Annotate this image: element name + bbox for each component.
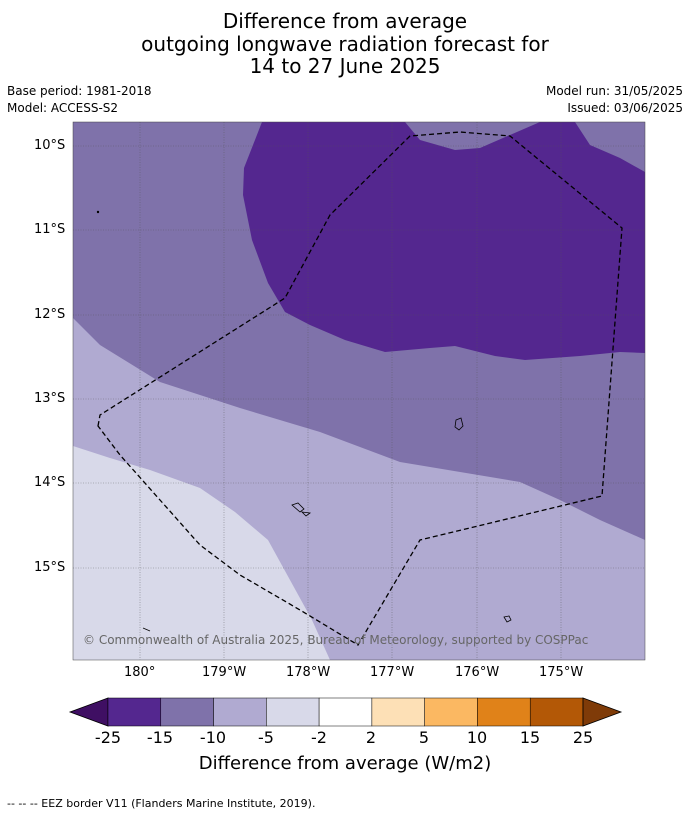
colorbar-extend-low [68,697,109,727]
colorbar-tick-label: 5 [418,728,430,747]
title-line-2: outgoing longwave radiation forecast for [141,32,549,56]
colorbar-segment [160,697,214,727]
lat-label-15s: 15°S [34,560,66,575]
colorbar-tick-label: 10 [466,728,488,747]
colorbar-segment [424,697,478,727]
region-minus15-to-minus10-right-top [575,122,645,172]
title-line-3: 14 to 27 June 2025 [249,54,441,78]
lat-label-13s: 13°S [34,391,66,406]
colorbar-segment [213,697,267,727]
lon-label-178w: 178°W [286,665,331,680]
lat-label-12s: 12°S [34,307,66,322]
region-minus15-to-minus10-bump [405,122,540,150]
lon-label-175w: 175°W [539,665,584,680]
map-frame [72,121,646,661]
colorbar-segment [266,697,320,727]
base-period: Base period: 1981-2018 [7,84,152,98]
eez-footnote: -- -- -- EEZ border V11 (Flanders Marine… [7,797,316,810]
lon-label-176w: 176°W [455,665,500,680]
colorbar-tick-label: -10 [199,728,227,747]
colorbar-tick-label: -5 [258,728,274,747]
lon-label-180: 180° [124,665,156,680]
title-line-1: Difference from average [222,9,468,33]
colorbar-segment [529,697,584,727]
colorbar-extend-high [582,697,623,727]
eez-border [97,131,623,646]
colorbar-tick-label: 2 [365,728,377,747]
model-run: Model run: 31/05/2025 [545,84,683,98]
colorbar-segment [318,697,373,727]
region-below-minus15 [243,122,645,360]
issued-date: Issued: 03/06/2025 [567,101,683,115]
colorbar [68,697,623,727]
lat-label-10s: 10°S [34,138,66,153]
lat-label-14s: 14°S [34,475,66,490]
colorbar-tick-label: -15 [146,728,174,747]
colorbar-segment [371,697,425,727]
island-outlines [96,210,512,632]
map-gridlines [73,122,645,660]
lon-label-179w: 179°W [202,665,247,680]
map-area [73,122,645,660]
lon-label-177w: 177°W [370,665,415,680]
colorbar-tick-label: -25 [94,728,122,747]
colorbar-tick-label: 25 [572,728,594,747]
colorbar-segment [477,697,531,727]
colorbar-tick-label: -2 [311,728,327,747]
colorbar-title: Difference from average (W/m2) [198,753,492,774]
region-minus5-to-minus2 [73,446,330,660]
lat-label-11s: 11°S [34,222,66,237]
colorbar-segment [107,697,162,727]
copyright-notice: © Commonwealth of Australia 2025, Bureau… [83,633,589,647]
colorbar-tick-label: 15 [519,728,541,747]
model-name: Model: ACCESS-S2 [7,101,119,115]
